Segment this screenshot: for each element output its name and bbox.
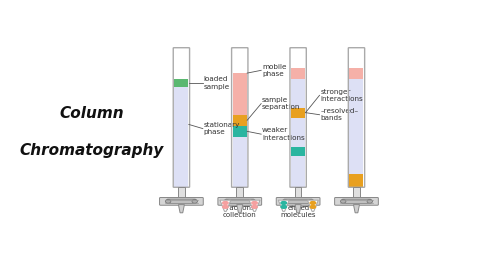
Bar: [291, 79, 305, 108]
Polygon shape: [295, 205, 301, 213]
Circle shape: [281, 205, 286, 208]
Circle shape: [310, 205, 315, 208]
Ellipse shape: [308, 200, 314, 203]
Ellipse shape: [366, 200, 372, 203]
FancyBboxPatch shape: [334, 197, 378, 205]
Circle shape: [310, 201, 315, 204]
Bar: [349, 79, 363, 174]
Text: sample
separation: sample separation: [262, 97, 300, 111]
Polygon shape: [219, 200, 230, 211]
Polygon shape: [248, 200, 260, 211]
Circle shape: [252, 201, 257, 204]
FancyBboxPatch shape: [276, 197, 319, 205]
Circle shape: [252, 205, 257, 208]
Bar: [174, 87, 188, 187]
Polygon shape: [278, 200, 289, 211]
Ellipse shape: [282, 200, 287, 203]
Text: weaker
interactions: weaker interactions: [262, 127, 304, 141]
Text: stronger
interactions: stronger interactions: [320, 89, 362, 102]
Bar: [291, 68, 305, 79]
FancyBboxPatch shape: [225, 199, 254, 204]
FancyBboxPatch shape: [167, 199, 195, 204]
Bar: [352, 187, 359, 198]
Text: eluted
molecules: eluted molecules: [280, 205, 316, 218]
Text: mobile
phase: mobile phase: [262, 64, 286, 77]
Ellipse shape: [223, 200, 229, 203]
Polygon shape: [178, 205, 184, 213]
Bar: [294, 187, 301, 198]
Ellipse shape: [340, 200, 345, 203]
Bar: [291, 147, 305, 156]
Circle shape: [222, 201, 227, 204]
Text: stationary
phase: stationary phase: [203, 122, 239, 135]
Text: loaded
sample: loaded sample: [203, 76, 229, 90]
Circle shape: [281, 201, 286, 204]
Circle shape: [222, 205, 227, 208]
Text: fractions
collection: fractions collection: [222, 205, 257, 218]
Ellipse shape: [165, 200, 170, 203]
Bar: [349, 174, 363, 187]
Polygon shape: [236, 205, 242, 213]
FancyBboxPatch shape: [341, 199, 370, 204]
Bar: [291, 156, 305, 187]
Bar: [178, 187, 184, 198]
Polygon shape: [353, 205, 359, 213]
Bar: [232, 137, 246, 187]
Bar: [291, 108, 305, 117]
Text: –resolved–
bands: –resolved– bands: [320, 108, 358, 121]
Bar: [232, 115, 246, 126]
Ellipse shape: [250, 200, 256, 203]
FancyBboxPatch shape: [159, 197, 203, 205]
Polygon shape: [307, 200, 318, 211]
Ellipse shape: [191, 200, 197, 203]
Bar: [232, 126, 246, 137]
Bar: [232, 73, 246, 115]
FancyBboxPatch shape: [283, 199, 312, 204]
Bar: [349, 68, 363, 79]
Bar: [291, 117, 305, 147]
Bar: [236, 187, 242, 198]
Text: Chromatography: Chromatography: [20, 143, 164, 158]
Text: Column: Column: [60, 106, 124, 121]
FancyBboxPatch shape: [217, 197, 261, 205]
Bar: [174, 79, 188, 87]
